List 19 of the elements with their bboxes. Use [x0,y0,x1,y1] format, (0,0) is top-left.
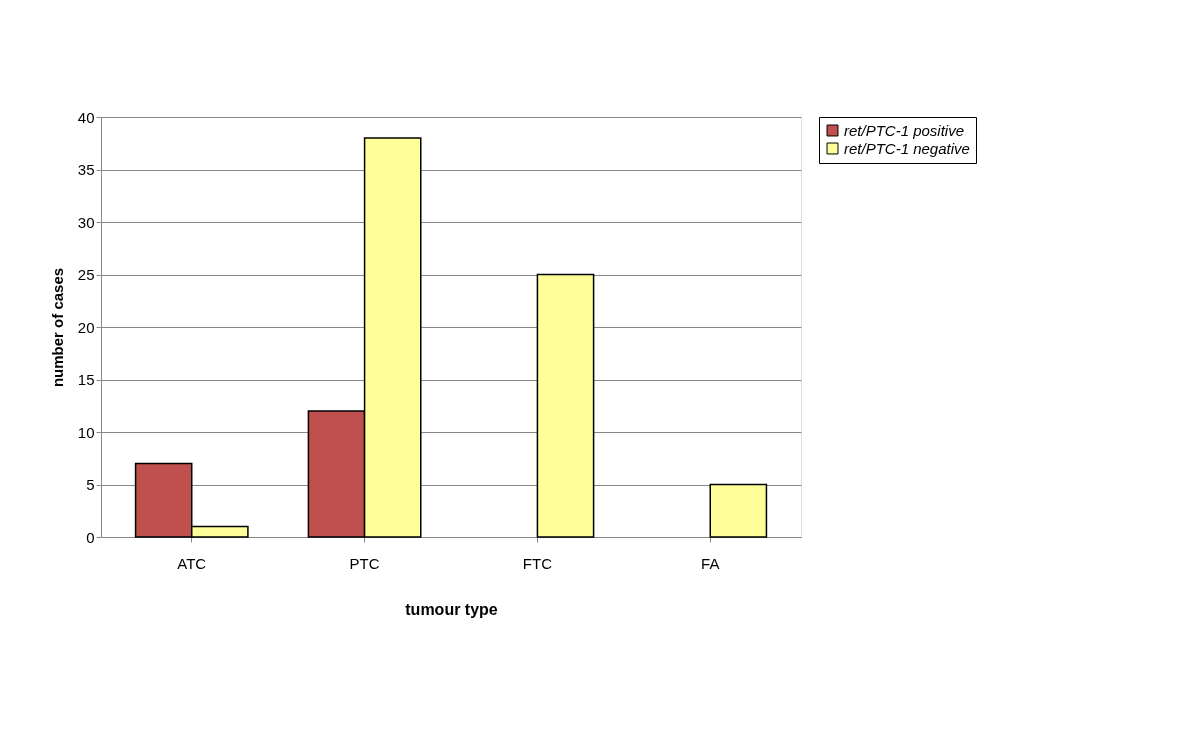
y-tick-label: 25 [77,266,95,283]
x-tick-label: FTC [522,554,553,572]
y-axis-title: number of cases [48,267,66,388]
x-tick-label: PTC [349,554,380,572]
y-tick-label: 10 [77,423,95,441]
bar [536,273,595,538]
y-tick-label: 15 [77,371,95,388]
legend-label: ret/PTC-1 positive [844,121,965,139]
y-tick-label: 30 [77,213,95,231]
y-tick-label: 5 [86,476,95,493]
y-tick-label: 0 [86,528,95,546]
legend-label: ret/PTC-1 negative [844,139,970,157]
x-tick-label: FA [701,554,720,572]
y-tick-label: 35 [77,161,95,178]
x-tick-label: ATC [177,554,207,572]
bar [709,483,768,538]
x-axis-title: tumour type [405,600,498,618]
y-tick-label: 20 [77,318,95,336]
y-tick-label: 40 [77,108,95,126]
